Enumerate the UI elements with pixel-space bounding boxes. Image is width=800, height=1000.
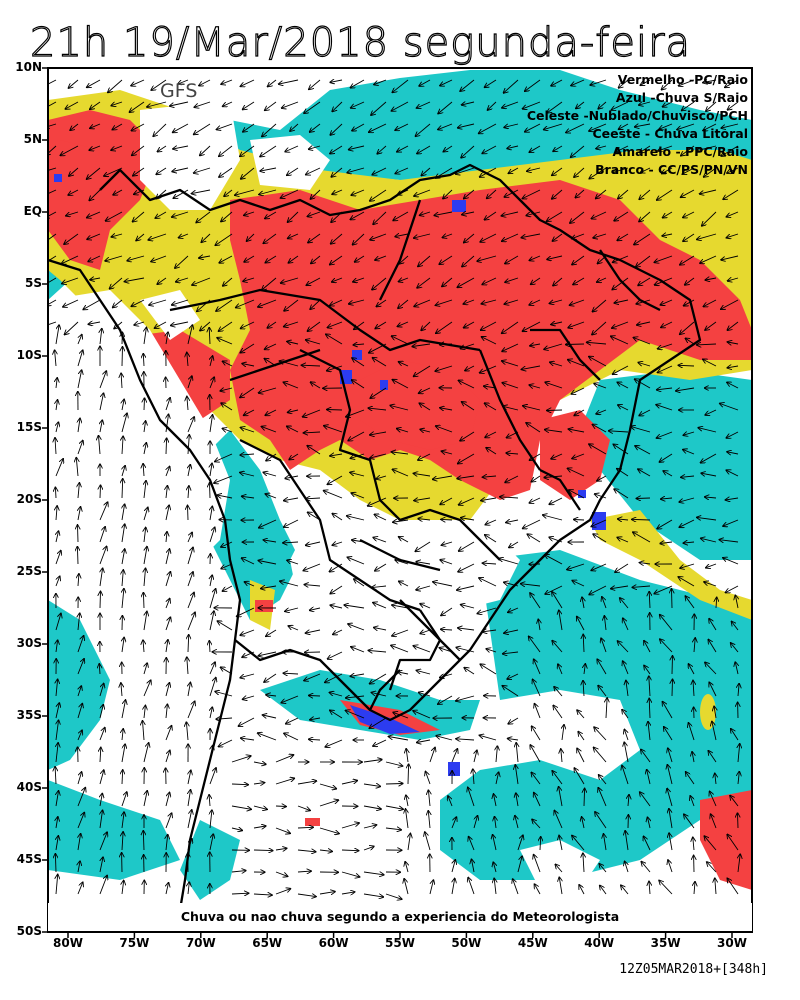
lon-label: 75W xyxy=(119,936,150,950)
lat-label: 15S xyxy=(16,420,42,434)
lon-label: 60W xyxy=(318,936,349,950)
lat-label: 5S xyxy=(25,276,42,290)
blue-regions xyxy=(54,174,606,776)
lat-label: 10S xyxy=(16,348,42,362)
lon-label: 70W xyxy=(185,936,216,950)
lon-label: 35W xyxy=(650,936,681,950)
map-title: 21h 19/Mar/2018 segunda-feira xyxy=(29,19,692,66)
lat-label: 50S xyxy=(16,924,42,938)
model-label: GFS xyxy=(160,80,198,102)
footer-caption: Chuva ou nao chuva segundo a experiencia… xyxy=(48,903,752,931)
land-boundaries xyxy=(48,163,702,911)
lon-label: 80W xyxy=(53,936,83,950)
legend-blue: Azul -Chuva S/Raio xyxy=(615,90,748,105)
lon-label: 30W xyxy=(717,936,747,950)
lat-label: 40S xyxy=(16,780,42,794)
legend-red: Vermelho -PC/Raio xyxy=(617,72,748,87)
lon-label: 65W xyxy=(252,936,283,950)
lat-label: EQ xyxy=(23,204,42,218)
lon-label: 45W xyxy=(517,936,548,950)
lat-label: 20S xyxy=(16,492,42,506)
lon-label: 55W xyxy=(385,936,415,950)
lat-label: 25S xyxy=(16,564,42,578)
run-label: 12Z05MAR2018+[348h] xyxy=(619,962,768,977)
lat-label: 35S xyxy=(16,708,42,722)
legend-yellow: Amarelo - PPC/Raio xyxy=(612,144,748,159)
legend-white: Branco - CC/PS/PN/VN xyxy=(595,162,748,177)
lon-label: 50W xyxy=(451,936,482,950)
legend-coastal: Ceeste - Chuva Litoral xyxy=(592,126,748,141)
lat-label: 10N xyxy=(15,60,42,74)
lat-label: 45S xyxy=(16,852,42,866)
lat-label: 5N xyxy=(23,132,42,146)
lon-label: 40W xyxy=(584,936,615,950)
lat-label: 30S xyxy=(16,636,42,650)
wind-vectors xyxy=(48,80,741,899)
legend-light-blue: Celeste -Nublado/Chuvisco/PCH xyxy=(526,108,748,123)
